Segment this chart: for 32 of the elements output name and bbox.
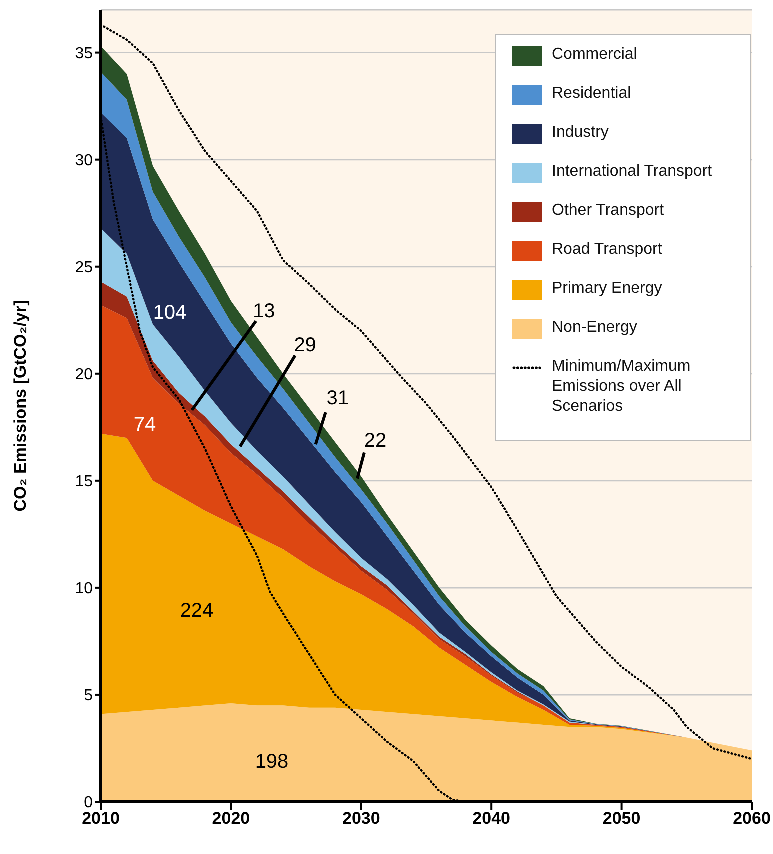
y-axis-title: CO₂ Emissions [GtCO₂/yr] <box>11 300 30 512</box>
annotation: 22 <box>364 430 387 452</box>
annotation: 74 <box>134 414 156 436</box>
annotation: 31 <box>326 388 349 410</box>
legend-label: Road Transport <box>552 240 662 260</box>
annotation: 29 <box>294 334 316 357</box>
annotation: 224 <box>180 600 214 622</box>
annotation: 13 <box>253 300 276 322</box>
legend-label: Minimum/Maximum Emissions over All Scenarios <box>552 357 692 417</box>
legend-label: Residential <box>552 84 632 104</box>
y-tick-label: 15 <box>75 474 94 491</box>
annotation: 198 <box>255 751 289 773</box>
x-tick-label: 2060 <box>733 809 771 828</box>
x-tick-label: 2010 <box>82 809 120 828</box>
y-tick-label: 10 <box>75 580 94 598</box>
legend-label: Non-Energy <box>552 318 638 338</box>
y-tick-label: 30 <box>75 152 94 170</box>
legend-label: International Transport <box>552 162 712 182</box>
x-tick-label: 2040 <box>472 809 511 828</box>
annotation: 104 <box>153 302 187 324</box>
y-tick-label: 20 <box>75 366 94 384</box>
legend-label: Industry <box>552 123 609 143</box>
y-tick-label: 0 <box>84 794 94 812</box>
y-tick-label: 35 <box>75 45 94 62</box>
x-tick-label: 2030 <box>342 809 380 828</box>
legend-label: Primary Energy <box>552 279 662 299</box>
legend-label: Other Transport <box>552 201 664 221</box>
x-tick-label: 2050 <box>602 809 641 828</box>
y-tick-label: 25 <box>75 260 94 277</box>
y-tick-label: 5 <box>84 688 94 705</box>
x-tick-label: 2020 <box>212 809 250 828</box>
legend-label: Commercial <box>552 45 638 65</box>
